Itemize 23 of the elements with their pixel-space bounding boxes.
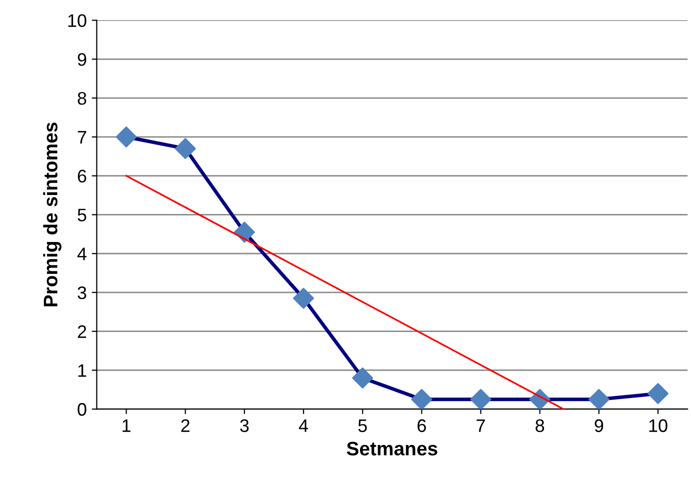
y-tick-label: 1 [78,364,86,377]
x-tick-label: 8 [536,419,544,432]
x-tick-label: 9 [594,419,604,432]
x-tick-label: 7 [476,419,485,432]
x-tick-label: 4 [298,419,308,432]
y-tick-label: 6 [78,170,86,183]
y-tick-label: 3 [78,286,86,300]
x-tick-label: 5 [358,419,367,432]
y-tick-label: 2 [78,325,86,338]
x-tick-label: 6 [418,419,426,432]
x-tick-label: 1 [122,419,130,432]
y-tick-label: 7 [78,131,86,144]
x-axis-title: Setmanes [346,442,438,456]
x-tick-label: 3 [240,419,249,432]
y-tick-label: 0 [78,403,86,416]
y-tick-label: 8 [78,92,86,105]
y-tick-label: 9 [78,53,86,66]
y-tick-label: 5 [78,208,86,222]
y-tick-label: 10 [68,14,86,28]
y-tick-label: 4 [77,248,86,260]
y-axis-title: Promig de sintomes [43,122,62,306]
x-tick-label: 10 [649,419,668,432]
x-tick-label: 2 [181,419,190,432]
